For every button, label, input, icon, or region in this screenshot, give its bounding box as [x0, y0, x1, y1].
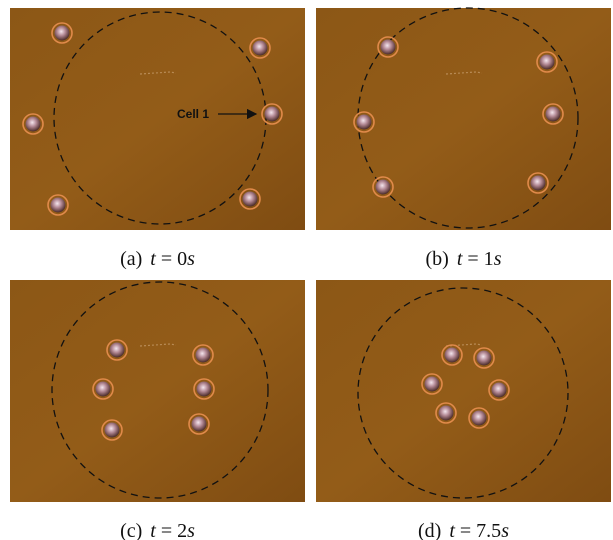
cell [110, 343, 125, 358]
cell [51, 198, 66, 213]
figure: Cell 1(a)t= 0s(b)t= 1s(c)t= 2s(d)t= 7.5s [0, 0, 613, 540]
cell [540, 55, 555, 70]
cell [439, 406, 454, 421]
cell [26, 117, 41, 132]
cell [253, 41, 268, 56]
cell [477, 351, 492, 366]
panel: (d) t= 7.5s [316, 280, 611, 540]
micrograph [316, 280, 611, 502]
cell [376, 180, 391, 195]
cell [105, 423, 120, 438]
cell-annotation: Cell 1 [177, 107, 209, 121]
caption-equation: = 2 [161, 520, 187, 540]
cell [243, 192, 258, 207]
panel: (c) t= 2s [10, 280, 305, 540]
cell [531, 176, 546, 191]
cell [196, 348, 211, 363]
cell [445, 348, 460, 363]
caption-unit: s [187, 520, 195, 540]
caption-label: (d) [418, 520, 441, 540]
cell [492, 383, 507, 398]
caption-variable: t [449, 520, 455, 540]
caption-equation: = 0 [161, 248, 187, 270]
cell [546, 107, 561, 122]
cell [472, 411, 487, 426]
cell [381, 40, 396, 55]
cell [96, 382, 111, 397]
caption: (a) t= 0s [120, 248, 195, 270]
cell [357, 115, 372, 130]
caption-unit: s [187, 248, 195, 270]
caption: (d) t= 7.5s [418, 520, 509, 540]
cell [265, 107, 280, 122]
panel: Cell 1 (a) t= 0s [10, 8, 305, 270]
cell [192, 417, 207, 432]
caption: (c) t= 2s [120, 520, 195, 540]
caption-unit: s [501, 520, 509, 540]
caption-label: (c) [120, 520, 142, 540]
caption-variable: t [150, 520, 156, 540]
panel: (b) t= 1s [316, 8, 611, 270]
cell [197, 382, 212, 397]
caption-label: (a) [120, 248, 142, 270]
cell [425, 377, 440, 392]
caption-unit: s [494, 248, 502, 270]
caption-equation: = 7.5 [460, 520, 501, 540]
cell [55, 26, 70, 41]
caption-variable: t [150, 248, 156, 270]
caption-variable: t [457, 248, 463, 270]
micrograph [10, 280, 305, 502]
caption-equation: = 1 [467, 248, 493, 270]
caption: (b) t= 1s [426, 248, 502, 270]
caption-label: (b) [426, 248, 449, 270]
